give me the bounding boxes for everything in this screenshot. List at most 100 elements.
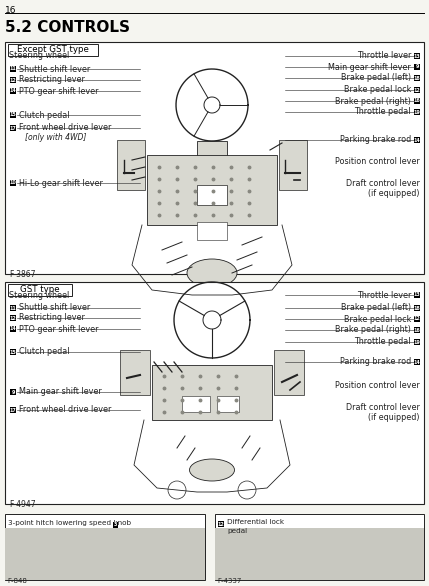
Bar bbox=[414, 316, 420, 322]
Text: 14: 14 bbox=[9, 326, 16, 332]
Bar bbox=[10, 66, 16, 71]
Text: Steering wheel: Steering wheel bbox=[9, 291, 69, 299]
Text: Brake pedal (left): Brake pedal (left) bbox=[341, 73, 411, 83]
Text: 18: 18 bbox=[414, 76, 420, 80]
Bar bbox=[414, 109, 420, 115]
Text: 13: 13 bbox=[414, 53, 420, 59]
Text: Throttle lever: Throttle lever bbox=[356, 52, 411, 60]
Bar bbox=[197, 222, 227, 240]
Text: Restricting lever: Restricting lever bbox=[19, 76, 85, 84]
Bar bbox=[217, 396, 239, 412]
Bar bbox=[215, 528, 424, 580]
Text: Throttle pedal: Throttle pedal bbox=[354, 338, 411, 346]
Text: 11: 11 bbox=[9, 305, 16, 311]
Text: 15: 15 bbox=[9, 113, 16, 118]
Text: [only with 4WD]: [only with 4WD] bbox=[25, 134, 86, 142]
Text: Front wheel drive lever: Front wheel drive lever bbox=[19, 406, 112, 414]
Bar bbox=[274, 350, 304, 395]
Text: Parking brake rod: Parking brake rod bbox=[340, 357, 411, 366]
Bar bbox=[414, 339, 420, 345]
Bar bbox=[414, 98, 420, 104]
Bar bbox=[414, 359, 420, 364]
Text: pedal: pedal bbox=[227, 528, 247, 534]
Text: Brake pedal lock: Brake pedal lock bbox=[344, 315, 411, 323]
Text: Clutch pedal: Clutch pedal bbox=[19, 111, 69, 120]
Text: (if equipped): (if equipped) bbox=[369, 189, 420, 197]
Text: PTO gear shift lever: PTO gear shift lever bbox=[19, 325, 99, 333]
Text: F-4947: F-4947 bbox=[9, 500, 36, 509]
Text: 12: 12 bbox=[414, 316, 420, 322]
Text: 14: 14 bbox=[9, 88, 16, 94]
Text: 19: 19 bbox=[414, 110, 420, 114]
Text: Clutch pedal: Clutch pedal bbox=[19, 347, 69, 356]
Text: 14: 14 bbox=[414, 359, 420, 364]
Bar bbox=[414, 305, 420, 311]
Bar bbox=[414, 137, 420, 143]
Bar bbox=[152, 365, 272, 420]
Bar bbox=[147, 155, 277, 225]
Text: Main gear shift lever: Main gear shift lever bbox=[19, 387, 102, 397]
Text: 16: 16 bbox=[414, 328, 420, 332]
Text: F-4337: F-4337 bbox=[217, 578, 242, 584]
Text: 15: 15 bbox=[9, 349, 16, 355]
Text: Brake pedal lock: Brake pedal lock bbox=[344, 86, 411, 94]
Text: PTO gear shift lever: PTO gear shift lever bbox=[19, 87, 99, 96]
Text: 5.2 CONTROLS: 5.2 CONTROLS bbox=[5, 20, 130, 35]
Text: 3: 3 bbox=[114, 523, 117, 527]
Text: Shuttle shift lever: Shuttle shift lever bbox=[19, 64, 90, 73]
Bar bbox=[414, 53, 420, 59]
Bar bbox=[10, 125, 16, 131]
Bar bbox=[8, 284, 72, 296]
Text: 9: 9 bbox=[415, 64, 419, 70]
Text: F-3867: F-3867 bbox=[9, 270, 36, 279]
Bar bbox=[197, 141, 227, 161]
Text: Except GST type: Except GST type bbox=[17, 46, 89, 54]
Bar bbox=[113, 522, 118, 528]
Ellipse shape bbox=[190, 459, 235, 481]
Text: Draft control lever: Draft control lever bbox=[346, 179, 420, 188]
Bar bbox=[414, 87, 420, 93]
Text: (if equipped): (if equipped) bbox=[369, 414, 420, 423]
Text: Brake pedal (right): Brake pedal (right) bbox=[335, 97, 411, 105]
Text: Draft control lever: Draft control lever bbox=[346, 403, 420, 411]
Bar bbox=[10, 180, 16, 186]
Bar bbox=[120, 350, 150, 395]
Text: 10: 10 bbox=[9, 180, 16, 186]
Text: 13: 13 bbox=[414, 292, 420, 298]
Text: Brake pedal (right): Brake pedal (right) bbox=[335, 325, 411, 335]
Text: Brake pedal (left): Brake pedal (left) bbox=[341, 304, 411, 312]
Bar bbox=[414, 64, 420, 70]
Bar bbox=[218, 522, 224, 527]
Bar bbox=[414, 292, 420, 298]
Bar bbox=[197, 185, 227, 205]
Bar bbox=[182, 396, 210, 412]
Text: 16: 16 bbox=[5, 6, 16, 15]
Text: F-848: F-848 bbox=[7, 578, 27, 584]
Bar bbox=[5, 514, 205, 580]
Text: Throttle pedal: Throttle pedal bbox=[354, 107, 411, 117]
Text: 12: 12 bbox=[218, 522, 224, 526]
Text: Steering wheel: Steering wheel bbox=[9, 50, 69, 60]
Text: Position control lever: Position control lever bbox=[335, 158, 420, 166]
Bar bbox=[215, 514, 424, 580]
Text: Hi-Lo gear shift lever: Hi-Lo gear shift lever bbox=[19, 179, 103, 188]
Bar bbox=[5, 282, 424, 504]
Bar bbox=[10, 389, 16, 395]
Text: Parking brake rod: Parking brake rod bbox=[340, 135, 411, 145]
Bar bbox=[10, 326, 16, 332]
Text: 12: 12 bbox=[414, 87, 420, 93]
Bar bbox=[10, 88, 16, 94]
Bar bbox=[117, 140, 145, 190]
Bar bbox=[414, 327, 420, 333]
Text: Differential lock: Differential lock bbox=[227, 519, 284, 525]
Text: 19: 19 bbox=[414, 339, 420, 345]
Bar bbox=[10, 349, 16, 355]
Text: 9: 9 bbox=[11, 390, 15, 394]
Text: 12: 12 bbox=[9, 77, 16, 83]
Text: 17: 17 bbox=[9, 125, 16, 131]
Text: Throttle lever: Throttle lever bbox=[356, 291, 411, 299]
Text: Position control lever: Position control lever bbox=[335, 380, 420, 390]
Bar bbox=[10, 315, 16, 321]
Bar bbox=[8, 44, 98, 56]
Bar bbox=[5, 528, 205, 580]
